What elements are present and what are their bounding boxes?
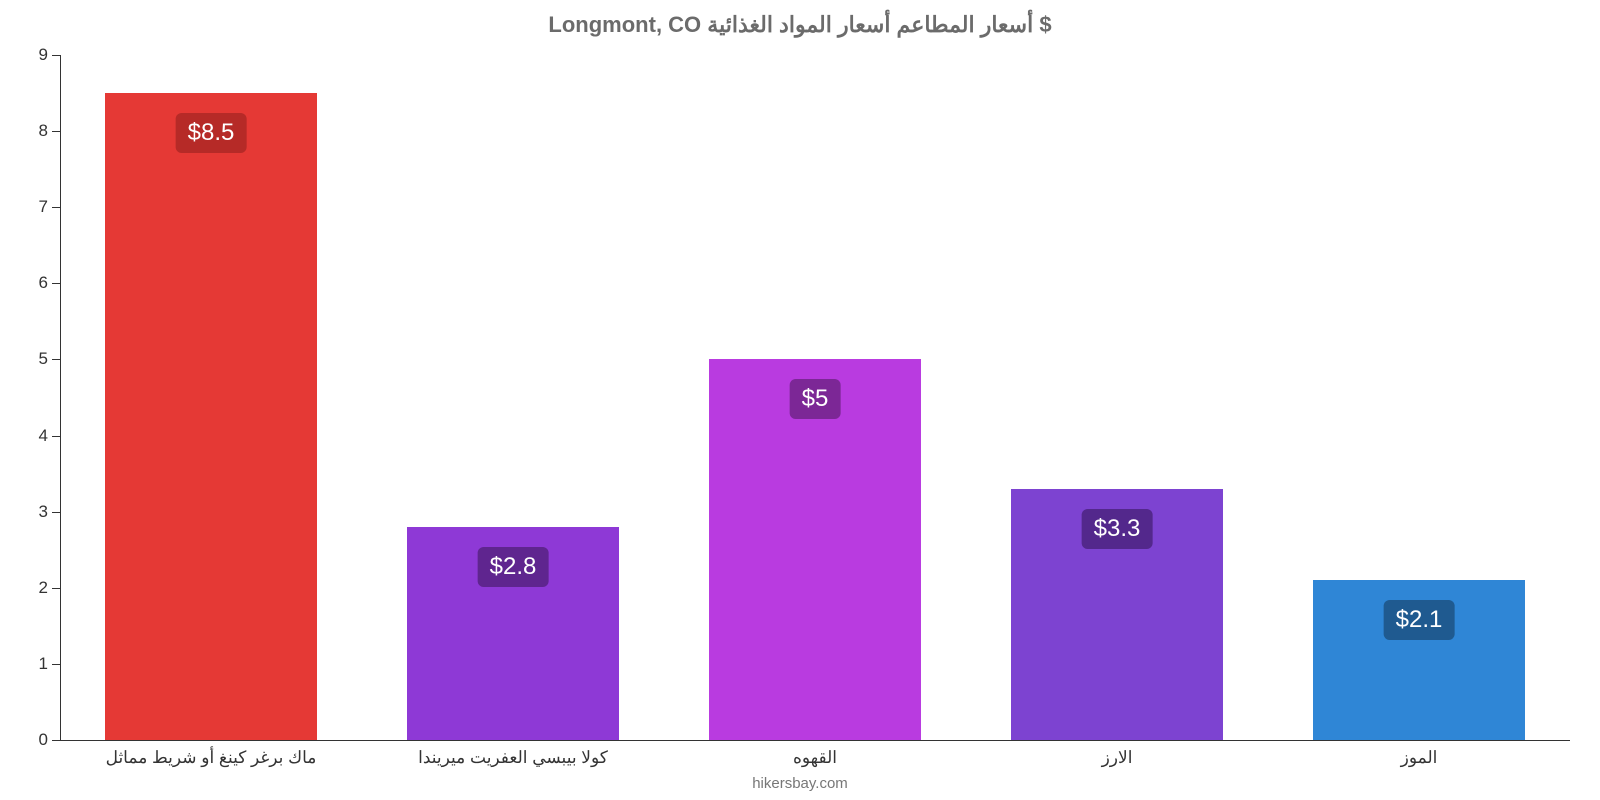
y-tick-mark xyxy=(52,283,60,284)
x-tick-label: الموز xyxy=(1401,748,1438,768)
y-tick-label: 7 xyxy=(0,197,48,217)
x-tick-label: الارز xyxy=(1102,748,1133,768)
y-tick-label: 6 xyxy=(0,273,48,293)
bar-value-label: $2.8 xyxy=(478,547,549,587)
y-tick-mark xyxy=(52,131,60,132)
x-tick-label: ماك برغر كينغ أو شريط مماثل xyxy=(106,748,317,768)
bars-container: $8.5 $2.8 $5 $3.3 $2.1 xyxy=(60,55,1570,740)
x-axis-line xyxy=(60,740,1570,741)
source-label: hikersbay.com xyxy=(0,775,1600,792)
y-tick-mark xyxy=(52,512,60,513)
y-tick-label: 5 xyxy=(0,349,48,369)
y-tick-mark xyxy=(52,740,60,741)
y-tick-label: 1 xyxy=(0,654,48,674)
y-tick-mark xyxy=(52,588,60,589)
y-tick-label: 4 xyxy=(0,426,48,446)
y-tick-mark xyxy=(52,664,60,665)
x-tick-label: القهوه xyxy=(793,748,837,768)
y-tick-label: 0 xyxy=(0,730,48,750)
bar xyxy=(105,93,316,740)
chart-plot-area: $8.5 $2.8 $5 $3.3 $2.1 xyxy=(60,55,1570,740)
y-tick-mark xyxy=(52,207,60,208)
y-tick-mark xyxy=(52,436,60,437)
y-tick-label: 2 xyxy=(0,578,48,598)
bar-value-label: $3.3 xyxy=(1082,509,1153,549)
bar-value-label: $5 xyxy=(790,379,841,419)
bar-value-label: $2.1 xyxy=(1384,600,1455,640)
bar-value-label: $8.5 xyxy=(176,113,247,153)
y-tick-mark xyxy=(52,359,60,360)
y-tick-mark xyxy=(52,55,60,56)
chart-title: Longmont, CO أسعار المطاعم أسعار المواد … xyxy=(0,12,1600,38)
y-tick-label: 8 xyxy=(0,121,48,141)
x-tick-label: كولا بيبسي العفريت ميريندا xyxy=(418,748,608,768)
y-tick-label: 9 xyxy=(0,45,48,65)
y-tick-label: 3 xyxy=(0,502,48,522)
